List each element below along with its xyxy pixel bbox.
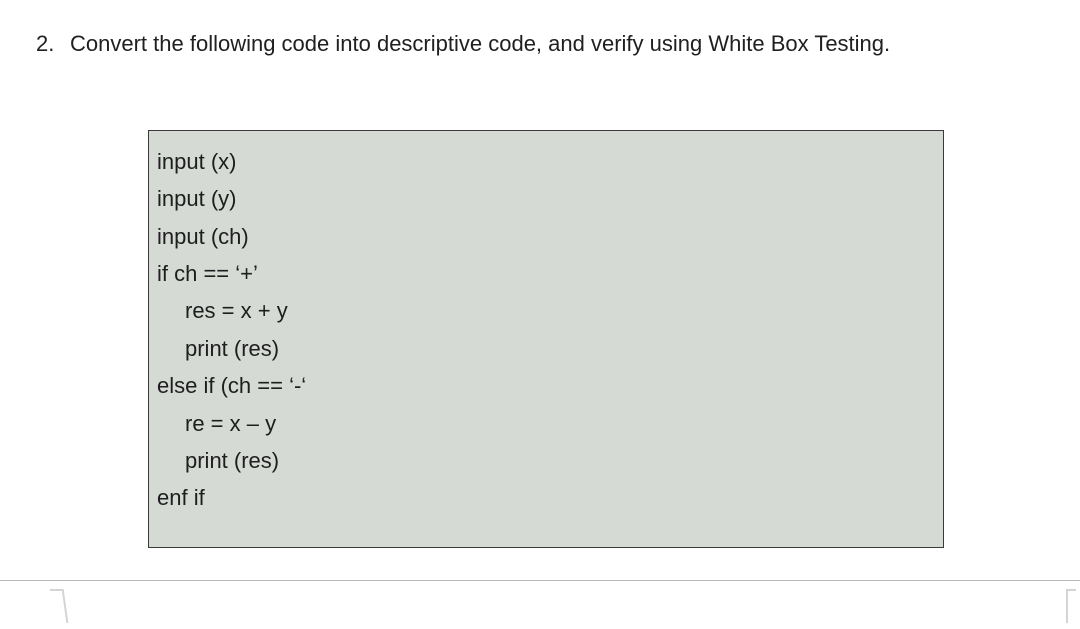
page-corner-mark-left xyxy=(50,589,69,623)
code-line: if ch == ‘+’ xyxy=(157,255,935,292)
page: 2. Convert the following code into descr… xyxy=(0,0,1080,629)
code-line: re = x – y xyxy=(157,405,935,442)
code-line: print (res) xyxy=(157,442,935,479)
question-text: Convert the following code into descript… xyxy=(70,28,1044,60)
code-line: input (x) xyxy=(157,143,935,180)
code-line: res = x + y xyxy=(157,292,935,329)
divider-line xyxy=(0,580,1080,581)
code-line: input (ch) xyxy=(157,218,935,255)
question-number: 2. xyxy=(36,28,70,60)
code-line: input (y) xyxy=(157,180,935,217)
code-line: print (res) xyxy=(157,330,935,367)
code-box: input (x) input (y) input (ch) if ch == … xyxy=(148,130,944,548)
code-line: else if (ch == ‘-‘ xyxy=(157,367,935,404)
code-line: enf if xyxy=(157,479,935,516)
page-corner-mark-right xyxy=(1066,589,1076,623)
question-row: 2. Convert the following code into descr… xyxy=(0,28,1080,60)
